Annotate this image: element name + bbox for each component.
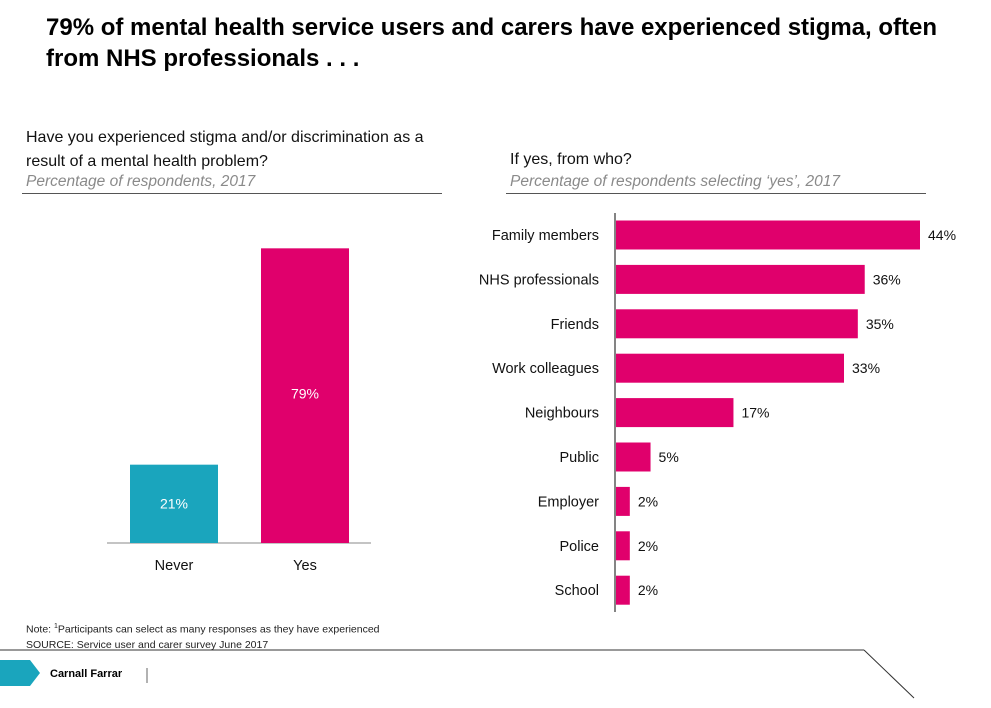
bar-value-label: 33% xyxy=(852,360,880,376)
brand-name: Carnall Farrar xyxy=(50,668,123,680)
bar-value-label: 2% xyxy=(638,493,658,509)
bar-category-label: Friends xyxy=(551,317,599,333)
sources-bar-chart: Family members 44% NHS professionals 36% Fri… xyxy=(479,213,956,612)
bar-category-label: Work colleagues xyxy=(492,361,599,377)
left-question-line1: Have you experienced stigma and/or discr… xyxy=(26,129,424,146)
page-title: 79% of mental health service users and c… xyxy=(46,14,938,72)
footnote: Note: 1Participants can select as many r… xyxy=(26,619,380,653)
left-header-rule xyxy=(22,193,442,194)
footer-arrow-tab xyxy=(0,660,40,686)
note-text: Participants can select as many response… xyxy=(57,623,380,636)
column-value-label: 79% xyxy=(291,385,319,401)
left-question: Have you experienced stigma and/or discr… xyxy=(26,126,466,174)
left-subtitle: Percentage of respondents, 2017 xyxy=(26,173,256,190)
note-line: Note: 1Participants can select as many r… xyxy=(26,619,380,638)
bar-value-label: 36% xyxy=(873,271,901,287)
column-category-label: Never xyxy=(155,558,194,574)
bar-value-label: 44% xyxy=(928,227,956,243)
bar-employer xyxy=(616,486,630,516)
bar-public xyxy=(616,442,651,472)
column-category-label: Yes xyxy=(293,558,317,574)
bar-value-label: 17% xyxy=(741,405,769,421)
bar-value-label: 2% xyxy=(638,538,658,554)
bar-family-members xyxy=(616,220,920,250)
right-subtitle: Percentage of respondents selecting ‘yes… xyxy=(510,173,841,190)
bar-category-label: School xyxy=(555,583,599,599)
bar-value-label: 2% xyxy=(638,582,658,598)
bar-category-label: Family members xyxy=(492,228,599,244)
footer-lines xyxy=(0,649,915,699)
column-yes xyxy=(261,248,349,543)
note-superscript: 1 xyxy=(54,623,58,630)
note-prefix: Note: xyxy=(26,623,55,636)
bar-category-label: Neighbours xyxy=(525,406,599,422)
right-header-rule xyxy=(506,193,926,194)
bar-category-label: Police xyxy=(560,539,600,555)
column-value-label: 21% xyxy=(160,496,188,512)
footer-diagonal xyxy=(863,649,915,699)
bar-category-label: Employer xyxy=(538,494,599,510)
bar-nhs-professionals xyxy=(616,264,865,294)
stigma-column-chart: 21% Never 79% Yes xyxy=(107,248,371,574)
bar-category-label: NHS professionals xyxy=(479,272,599,288)
source-line: SOURCE: Service user and carer survey Ju… xyxy=(26,638,269,651)
bar-police xyxy=(616,531,630,561)
bar-work-colleagues xyxy=(616,353,844,383)
column-never xyxy=(130,464,218,543)
bar-category-label: Public xyxy=(560,450,600,466)
bar-value-label: 35% xyxy=(866,316,894,332)
left-question-line2: result of a mental health problem? xyxy=(26,153,268,170)
bar-school xyxy=(616,575,630,605)
bar-value-label: 5% xyxy=(659,449,679,465)
right-question: If yes, from who? xyxy=(510,151,632,168)
bar-friends xyxy=(616,309,858,339)
bar-neighbours xyxy=(616,398,734,428)
